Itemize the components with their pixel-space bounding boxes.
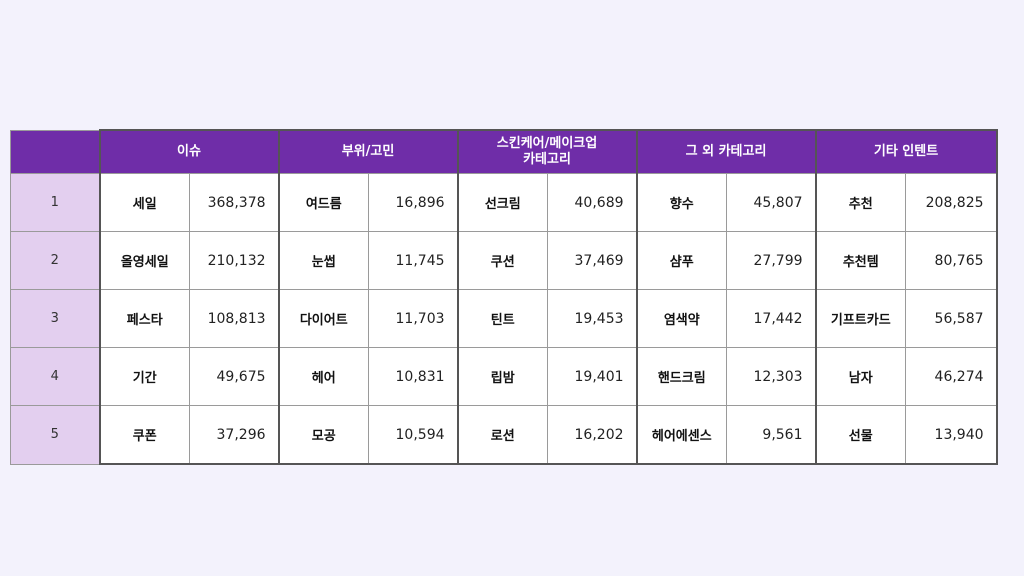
rank-cell: 4 — [10, 347, 100, 406]
count-cell: 9,561 — [726, 405, 817, 465]
column-header-other-intent: 기타 인텐트 — [814, 129, 998, 174]
count-cell: 37,296 — [188, 405, 280, 465]
keyword-cell: 쿠폰 — [98, 405, 190, 465]
keyword-cell: 다이어트 — [277, 289, 370, 348]
count-cell: 17,442 — [726, 289, 817, 348]
count-cell: 108,813 — [188, 289, 280, 348]
keyword-cell: 염색약 — [635, 289, 728, 348]
column-header-issue: 이슈 — [98, 129, 280, 174]
count-cell: 16,896 — [368, 173, 459, 232]
keyword-cell: 틴트 — [456, 289, 549, 348]
keyword-cell: 헤어 — [277, 347, 370, 406]
keyword-cell: 기프트카드 — [814, 289, 907, 348]
keyword-cell: 기간 — [98, 347, 190, 406]
keyword-cell: 쿠션 — [456, 231, 549, 290]
count-cell: 19,453 — [547, 289, 638, 348]
count-cell: 40,689 — [547, 173, 638, 232]
count-cell: 210,132 — [188, 231, 280, 290]
count-cell: 11,703 — [368, 289, 459, 348]
count-cell: 368,378 — [188, 173, 280, 232]
keyword-ranking-table: 이슈 부위/고민 스킨케어/메이크업 카테고리 그 외 카테고리 기타 인텐트 … — [10, 129, 998, 465]
count-cell: 49,675 — [188, 347, 280, 406]
keyword-cell: 여드름 — [277, 173, 370, 232]
table-row: 2 올영세일 210,132 눈썹 11,745 쿠션 37,469 샴푸 27… — [10, 231, 998, 290]
count-cell: 19,401 — [547, 347, 638, 406]
column-header-skincare-makeup-label: 스킨케어/메이크업 카테고리 — [496, 136, 598, 167]
rank-cell: 5 — [10, 405, 100, 465]
rank-cell: 3 — [10, 289, 100, 348]
rank-cell: 2 — [10, 231, 100, 290]
count-cell: 56,587 — [905, 289, 998, 348]
count-cell: 80,765 — [905, 231, 998, 290]
column-header-skincare-makeup: 스킨케어/메이크업 카테고리 — [456, 129, 638, 174]
column-header-body-concern: 부위/고민 — [277, 129, 459, 174]
keyword-cell: 핸드크림 — [635, 347, 728, 406]
count-cell: 13,940 — [905, 405, 998, 465]
table-row: 4 기간 49,675 헤어 10,831 립밤 19,401 핸드크림 12,… — [10, 347, 998, 406]
count-cell: 12,303 — [726, 347, 817, 406]
keyword-cell: 눈썹 — [277, 231, 370, 290]
count-cell: 10,594 — [368, 405, 459, 465]
keyword-ranking-table-container: 이슈 부위/고민 스킨케어/메이크업 카테고리 그 외 카테고리 기타 인텐트 … — [10, 129, 998, 465]
table-row: 3 페스타 108,813 다이어트 11,703 틴트 19,453 염색약 … — [10, 289, 998, 348]
keyword-cell: 향수 — [635, 173, 728, 232]
keyword-cell: 립밤 — [456, 347, 549, 406]
rank-cell: 1 — [10, 173, 100, 232]
keyword-cell: 추천 — [814, 173, 907, 232]
keyword-cell: 샴푸 — [635, 231, 728, 290]
keyword-cell: 선크림 — [456, 173, 549, 232]
column-header-other-category: 그 외 카테고리 — [635, 129, 817, 174]
count-cell: 45,807 — [726, 173, 817, 232]
count-cell: 208,825 — [905, 173, 998, 232]
count-cell: 11,745 — [368, 231, 459, 290]
keyword-cell: 헤어에센스 — [635, 405, 728, 465]
table-row: 1 세일 368,378 여드름 16,896 선크림 40,689 향수 45… — [10, 173, 998, 232]
keyword-cell: 페스타 — [98, 289, 190, 348]
header-row: 이슈 부위/고민 스킨케어/메이크업 카테고리 그 외 카테고리 기타 인텐트 — [10, 129, 998, 174]
keyword-cell: 세일 — [98, 173, 190, 232]
count-cell: 37,469 — [547, 231, 638, 290]
header-corner-cell — [10, 129, 100, 174]
keyword-cell: 로션 — [456, 405, 549, 465]
keyword-cell: 모공 — [277, 405, 370, 465]
count-cell: 27,799 — [726, 231, 817, 290]
table-row: 5 쿠폰 37,296 모공 10,594 로션 16,202 헤어에센스 9,… — [10, 405, 998, 465]
keyword-cell: 추천템 — [814, 231, 907, 290]
keyword-cell: 올영세일 — [98, 231, 190, 290]
count-cell: 10,831 — [368, 347, 459, 406]
keyword-cell: 남자 — [814, 347, 907, 406]
count-cell: 16,202 — [547, 405, 638, 465]
count-cell: 46,274 — [905, 347, 998, 406]
keyword-cell: 선물 — [814, 405, 907, 465]
